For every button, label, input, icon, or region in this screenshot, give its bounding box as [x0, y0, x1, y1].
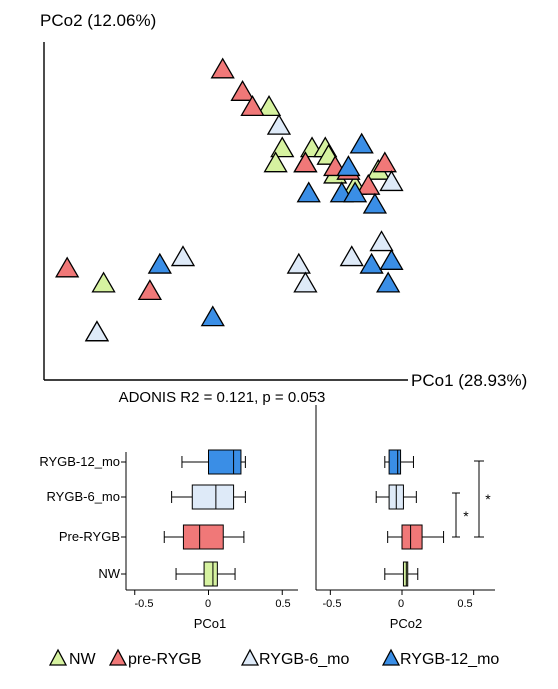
pco2-tick-label: -0.5 — [323, 598, 342, 610]
legend-label-pre-rygb: pre-RYGB — [128, 651, 202, 668]
point-rygb-12-mo — [336, 155, 361, 177]
category-label-pre-rygb: Pre-RYGB — [59, 529, 120, 544]
point-nw — [91, 271, 116, 293]
point-pre-rygb — [372, 151, 397, 173]
point-rygb-6-mo — [339, 245, 364, 267]
legend-label-rygb-12: RYGB-12_mo — [400, 651, 499, 668]
box-rygb-6-mo — [191, 484, 235, 510]
pcoa-x-axis-title: PCo1 (28.93%) — [411, 371, 527, 390]
pco1-tick-label: -0.5 — [135, 598, 154, 610]
pcoa-scatter-plot: PCo2 (12.06%) PCo1 (28.93%) ADONIS R2 = … — [40, 11, 527, 406]
legend-label-rygb-6: RYGB-6_mo — [259, 651, 350, 668]
pco1-tick-label: 0.5 — [275, 598, 290, 610]
point-rygb-12-mo — [379, 249, 404, 270]
point-rygb-6-mo — [369, 230, 394, 252]
box-pre-rygb — [401, 524, 423, 550]
point-rygb-6-mo — [293, 271, 318, 293]
point-rygb-12-mo — [342, 181, 368, 203]
point-rygb-6-mo — [286, 252, 311, 274]
pco2-x-axis-title: PCo2 — [390, 616, 423, 631]
point-pre-rygb — [240, 95, 265, 116]
box-nw — [402, 561, 409, 587]
category-label-nw: NW — [98, 566, 120, 581]
point-rygb-12-mo — [296, 181, 321, 203]
pco2-tick-label: 0 — [398, 598, 404, 610]
pco2-boxes — [329, 449, 475, 595]
point-rygb-6-mo — [379, 170, 404, 192]
significance-star: * — [463, 508, 469, 524]
point-pre-rygb — [293, 151, 318, 173]
point-pre-rygb — [137, 279, 163, 301]
point-nw — [256, 95, 282, 116]
box-rygb-12-mo — [208, 449, 242, 475]
point-pre-rygb — [356, 173, 381, 195]
pcoa-points — [55, 57, 404, 342]
point-rygb-12-mo — [200, 305, 225, 327]
adonis-annotation: ADONIS R2 = 0.121, p = 0.053 — [119, 389, 326, 406]
point-rygb-12-mo — [147, 252, 172, 274]
point-rygb-6-mo — [266, 113, 292, 135]
point-pre-rygb — [210, 57, 235, 79]
point-rygb-12-mo — [349, 132, 374, 154]
box-pre-rygb — [182, 524, 224, 550]
legend-marker-rygb-6 — [240, 648, 260, 666]
box-rygb-12-mo — [388, 449, 402, 475]
box-nw — [203, 561, 218, 587]
legend-marker-pre-rygb — [108, 648, 128, 666]
legend: NW pre-RYGB RYGB-6_mo RYGB-12_mo — [48, 648, 499, 668]
point-nw — [263, 151, 288, 173]
point-rygb-12-mo — [376, 271, 401, 293]
significance-bracket-12mo-vs-pre — [474, 460, 484, 538]
legend-marker-nw — [48, 648, 68, 666]
pco1-boxes — [134, 449, 283, 595]
point-rygb-12-mo — [359, 252, 384, 274]
category-label-rygb-6: RYGB-6_mo — [47, 489, 120, 504]
category-label-rygb-12: RYGB-12_mo — [39, 454, 120, 469]
point-rygb-12-mo — [362, 192, 388, 214]
point-rygb-6-mo — [84, 320, 110, 342]
legend-marker-rygb-12 — [381, 648, 401, 666]
point-pre-rygb — [230, 80, 255, 101]
pco1-tick-label: 0 — [205, 598, 211, 610]
legend-label-nw: NW — [69, 651, 97, 668]
pco2-tick-label: 0.5 — [457, 598, 472, 610]
pco1-boxplot: RYGB-12_mo RYGB-6_mo Pre-RYGB NW -0.5 0 … — [39, 449, 298, 631]
significance-bracket-6mo-vs-pre — [452, 492, 460, 538]
point-nw — [270, 136, 295, 158]
pcoa-y-axis-title: PCo2 (12.06%) — [40, 11, 156, 30]
pco2-boxplot: -0.5 0 0.5 PCo2 * * — [315, 405, 495, 631]
pco1-x-axis-title: PCo1 — [194, 616, 227, 631]
point-pre-rygb — [55, 256, 80, 278]
point-rygb-6-mo — [170, 245, 196, 267]
significance-star: * — [485, 491, 491, 507]
